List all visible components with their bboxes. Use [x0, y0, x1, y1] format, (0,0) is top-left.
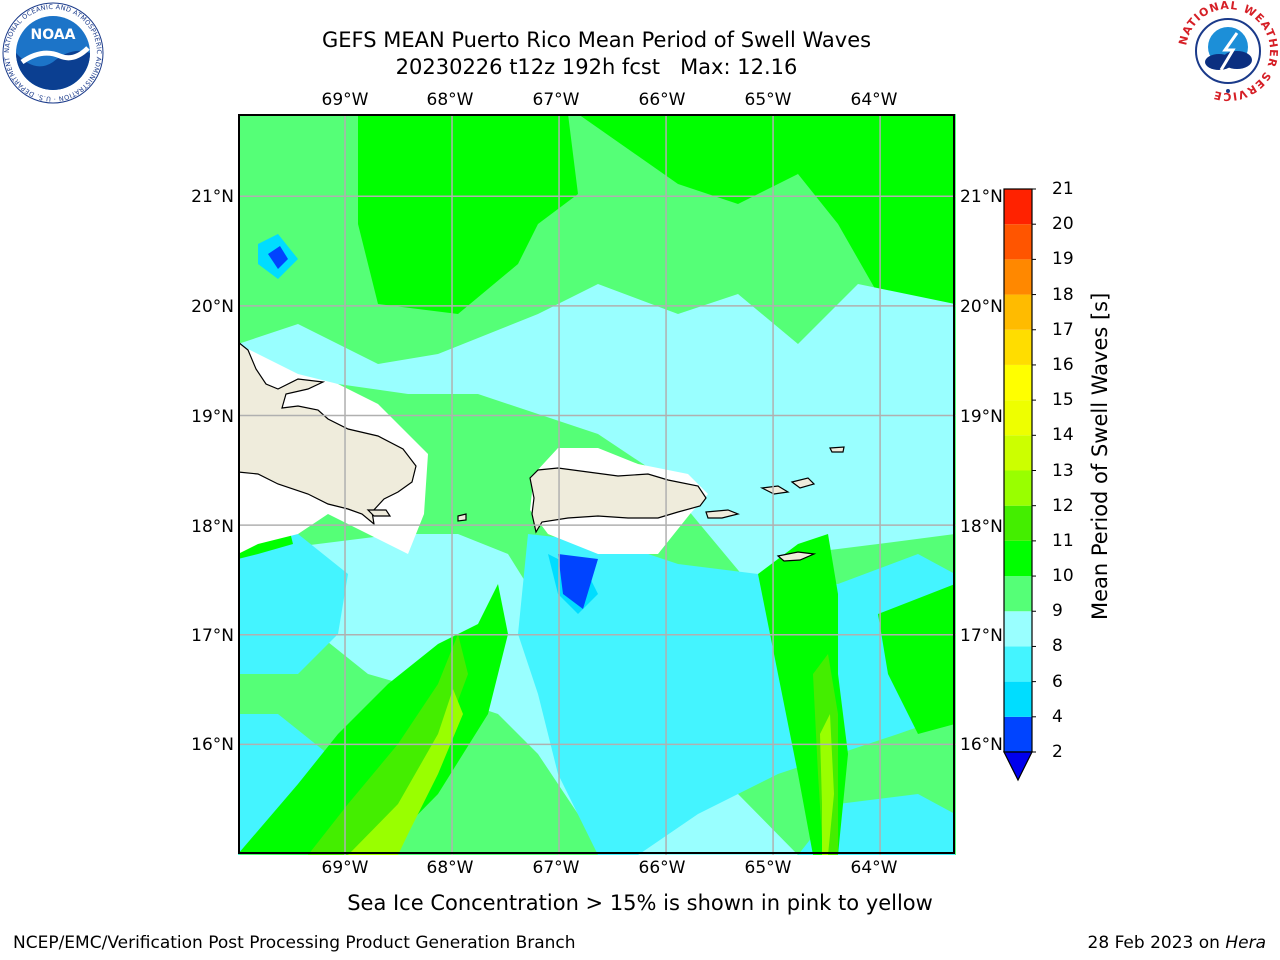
colorbar-tick-label: 16 — [1052, 354, 1074, 375]
lon-label-top: 65°W — [744, 90, 792, 110]
lon-label-top: 67°W — [532, 90, 580, 110]
colorbar-seg-15 — [1004, 364, 1032, 401]
field-region-0 — [358, 114, 578, 314]
lat-label-right: 20°N — [960, 297, 1003, 317]
colorbar-seg-16 — [1004, 329, 1032, 365]
lat-label-right: 18°N — [960, 517, 1003, 537]
lon-label-bottom: 69°W — [321, 858, 369, 878]
colorbar-tick-label: 9 — [1052, 601, 1063, 622]
colorbar-seg-19 — [1004, 224, 1032, 260]
colorbar-tick-label: 14 — [1052, 425, 1074, 446]
colorbar-extend-arrow — [1003, 751, 1033, 782]
colorbar-tick-label: 17 — [1052, 319, 1074, 340]
field-region-11 — [238, 584, 508, 855]
colorbar-seg-13 — [1004, 435, 1032, 471]
footnote: Sea Ice Concentration > 15% is shown in … — [347, 891, 933, 915]
colorbar-tick-label: 2 — [1052, 742, 1063, 762]
lon-label-top: 69°W — [321, 90, 369, 110]
colorbar-seg-9 — [1004, 576, 1032, 612]
colorbar-seg-2 — [1004, 716, 1032, 752]
land-anegada — [829, 446, 845, 453]
colorbar-label: Mean Period of Swell Waves [s] — [1088, 292, 1112, 620]
land-st-croix — [776, 551, 817, 562]
field-region-19 — [268, 246, 288, 269]
svg-text:NOAA: NOAA — [31, 27, 76, 43]
colorbar-seg-6 — [1004, 646, 1032, 682]
land-tortola — [790, 477, 816, 489]
land-mona — [457, 513, 467, 522]
colorbar-tick-label: 4 — [1052, 706, 1063, 727]
field-region-16 — [820, 714, 834, 855]
lon-label-bottom: 64°W — [850, 858, 898, 878]
swell-period-map — [238, 114, 956, 855]
lon-label-top: 66°W — [638, 90, 686, 110]
colorbar-tick-label: 20 — [1052, 214, 1074, 235]
colorbar-tick-label: 6 — [1052, 671, 1063, 692]
colorbar-tick-label: 21 — [1052, 179, 1074, 199]
colorbar-tick-label: 11 — [1052, 530, 1074, 551]
lon-label-bottom: 65°W — [744, 858, 792, 878]
nws-logo: NATIONAL WEATHER SERVICE — [1176, 0, 1279, 103]
land-hispaniola — [238, 341, 417, 526]
lat-label-left: 16°N — [191, 735, 234, 755]
colorbar-tick-label: 19 — [1052, 249, 1074, 270]
chart-subtitle: 20230226 t12z 192h fcst Max: 12.16 — [395, 55, 798, 79]
colorbar-seg-8 — [1004, 611, 1032, 647]
colorbar-seg-14 — [1004, 400, 1032, 436]
lat-label-right: 16°N — [960, 735, 1003, 755]
colorbar-tick-label: 10 — [1052, 566, 1074, 587]
colorbar-tick-label: 13 — [1052, 460, 1074, 481]
field-region-5 — [518, 534, 955, 855]
colorbar-seg-11 — [1004, 505, 1032, 541]
credit-date: 28 Feb 2023 on — [1087, 933, 1226, 953]
colorbar-tick-label: 15 — [1052, 390, 1074, 411]
lon-label-top: 68°W — [426, 90, 474, 110]
colorbar-seg-4 — [1004, 681, 1032, 717]
credit-left: NCEP/EMC/Verification Post Processing Pr… — [13, 933, 576, 953]
lat-label-left: 21°N — [191, 187, 234, 207]
colorbar-seg-17 — [1004, 294, 1032, 330]
chart-title: GEFS MEAN Puerto Rico Mean Period of Swe… — [321, 28, 872, 52]
lat-label-left: 18°N — [191, 517, 234, 537]
lat-label-right: 19°N — [960, 407, 1003, 427]
colorbar-seg-18 — [1004, 259, 1032, 295]
land-saona — [366, 509, 392, 517]
field-region-17 — [878, 584, 955, 734]
colorbar — [1003, 188, 1036, 782]
lon-label-bottom: 67°W — [532, 858, 580, 878]
lat-label-left: 20°N — [191, 297, 234, 317]
field-region-6 — [238, 534, 348, 674]
lon-label-bottom: 68°W — [426, 858, 474, 878]
field-region-1 — [578, 114, 798, 204]
lon-label-top: 64°W — [850, 90, 898, 110]
noaa-logo: NATIONAL OCEANIC AND ATMOSPHERIC ADMINIS… — [0, 0, 104, 104]
colorbar-seg-12 — [1004, 470, 1032, 506]
lat-label-left: 19°N — [191, 407, 234, 427]
lat-label-left: 17°N — [191, 626, 234, 646]
lon-label-bottom: 66°W — [638, 858, 686, 878]
colorbar-seg-10 — [1004, 540, 1032, 577]
map-frame — [238, 114, 955, 854]
lat-label-right: 17°N — [960, 626, 1003, 646]
credit-host: Hera — [1225, 933, 1266, 953]
credit-right: 28 Feb 2023 on Hera — [1088, 933, 1266, 953]
field-region-2 — [738, 114, 955, 314]
colorbar-seg-20 — [1004, 189, 1032, 225]
field-region-10 — [558, 554, 598, 609]
land-vieques — [705, 509, 740, 519]
lat-label-right: 21°N — [960, 187, 1003, 207]
colorbar-tick-label: 8 — [1052, 636, 1063, 657]
colorbar-tick-label: 18 — [1052, 284, 1074, 305]
colorbar-tick-label: 12 — [1052, 495, 1074, 516]
land-puerto-rico — [529, 467, 707, 534]
field-region-3 — [238, 284, 955, 594]
